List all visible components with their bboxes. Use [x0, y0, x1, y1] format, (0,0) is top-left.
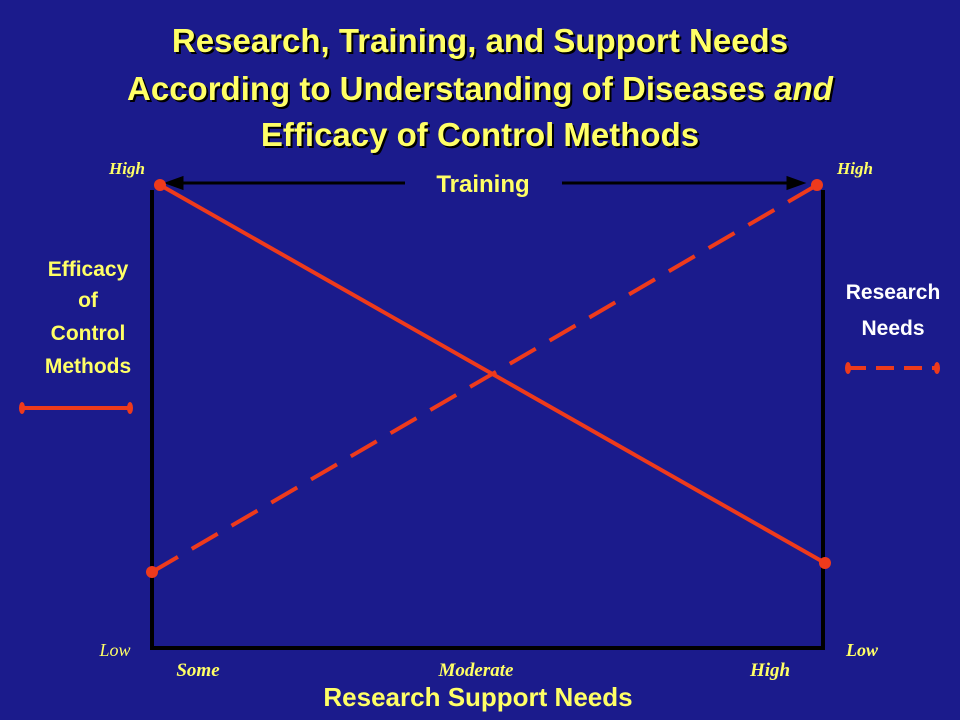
left-label: of: [78, 289, 99, 312]
title-line: Efficacy of Control Methods: [261, 116, 699, 153]
bottom-label: Research Support Needs: [323, 682, 632, 712]
left-label: Efficacy: [48, 258, 129, 281]
endpoint: [146, 566, 158, 578]
training-arrow: [163, 175, 807, 191]
bottom-tick: High: [749, 660, 790, 681]
endpoint: [154, 179, 166, 191]
legend-end: [934, 362, 940, 374]
bottom-tick: Some: [176, 660, 220, 681]
title-line: Research, Training, and Support Needs: [172, 22, 788, 59]
research-line: [150, 183, 819, 574]
low-label: Low: [845, 640, 879, 660]
arrow-head: [163, 175, 184, 191]
high-label: High: [836, 159, 873, 178]
high-label: High: [108, 159, 145, 178]
left-label: Methods: [45, 355, 131, 378]
endpoint: [811, 179, 823, 191]
title: Research, Training, and Support Needs Ac…: [127, 22, 834, 153]
bottom-tick: Moderate: [438, 660, 515, 681]
right-label: Research: [846, 281, 941, 304]
arrow-head: [786, 175, 807, 191]
title-line: According to Understanding of Diseases a…: [127, 70, 834, 107]
low-label: Low: [98, 640, 130, 660]
training-label: Training: [436, 171, 529, 198]
title-text: According to Understanding of Diseases: [127, 70, 765, 107]
legend-end: [845, 362, 851, 374]
legend-end: [127, 402, 133, 414]
left-label: Control: [51, 322, 126, 345]
legend-end: [19, 402, 25, 414]
title-italic: and: [774, 70, 834, 107]
endpoint: [819, 557, 831, 569]
right-label: Needs: [861, 317, 924, 340]
